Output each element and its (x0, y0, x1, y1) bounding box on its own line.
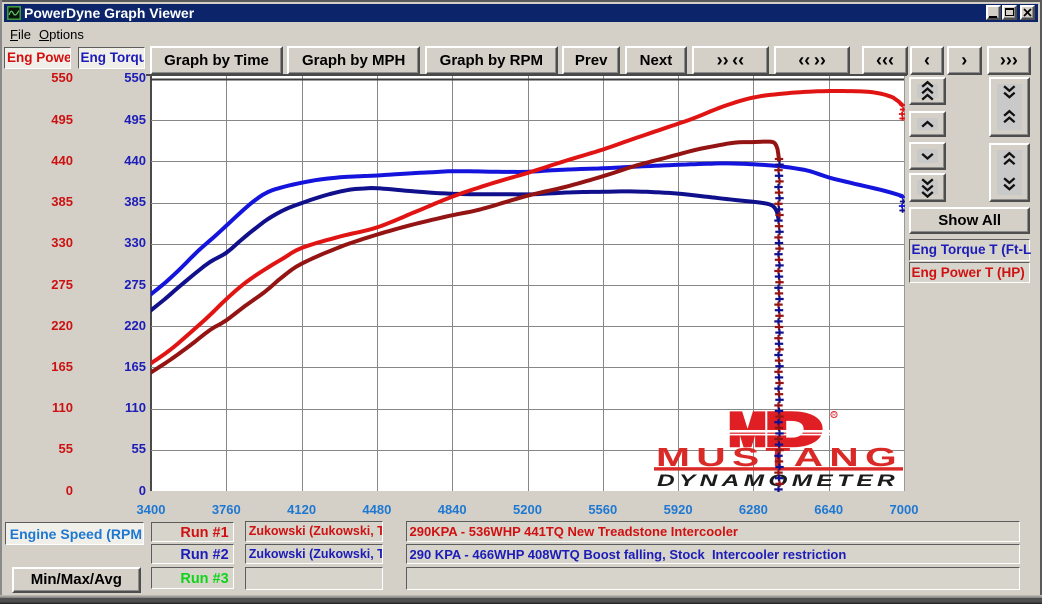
svg-text:DYNAMOMETER: DYNAMOMETER (657, 471, 899, 490)
svg-text:D: D (766, 404, 822, 455)
svg-text:R: R (832, 413, 836, 419)
svg-text:M: M (729, 404, 766, 455)
